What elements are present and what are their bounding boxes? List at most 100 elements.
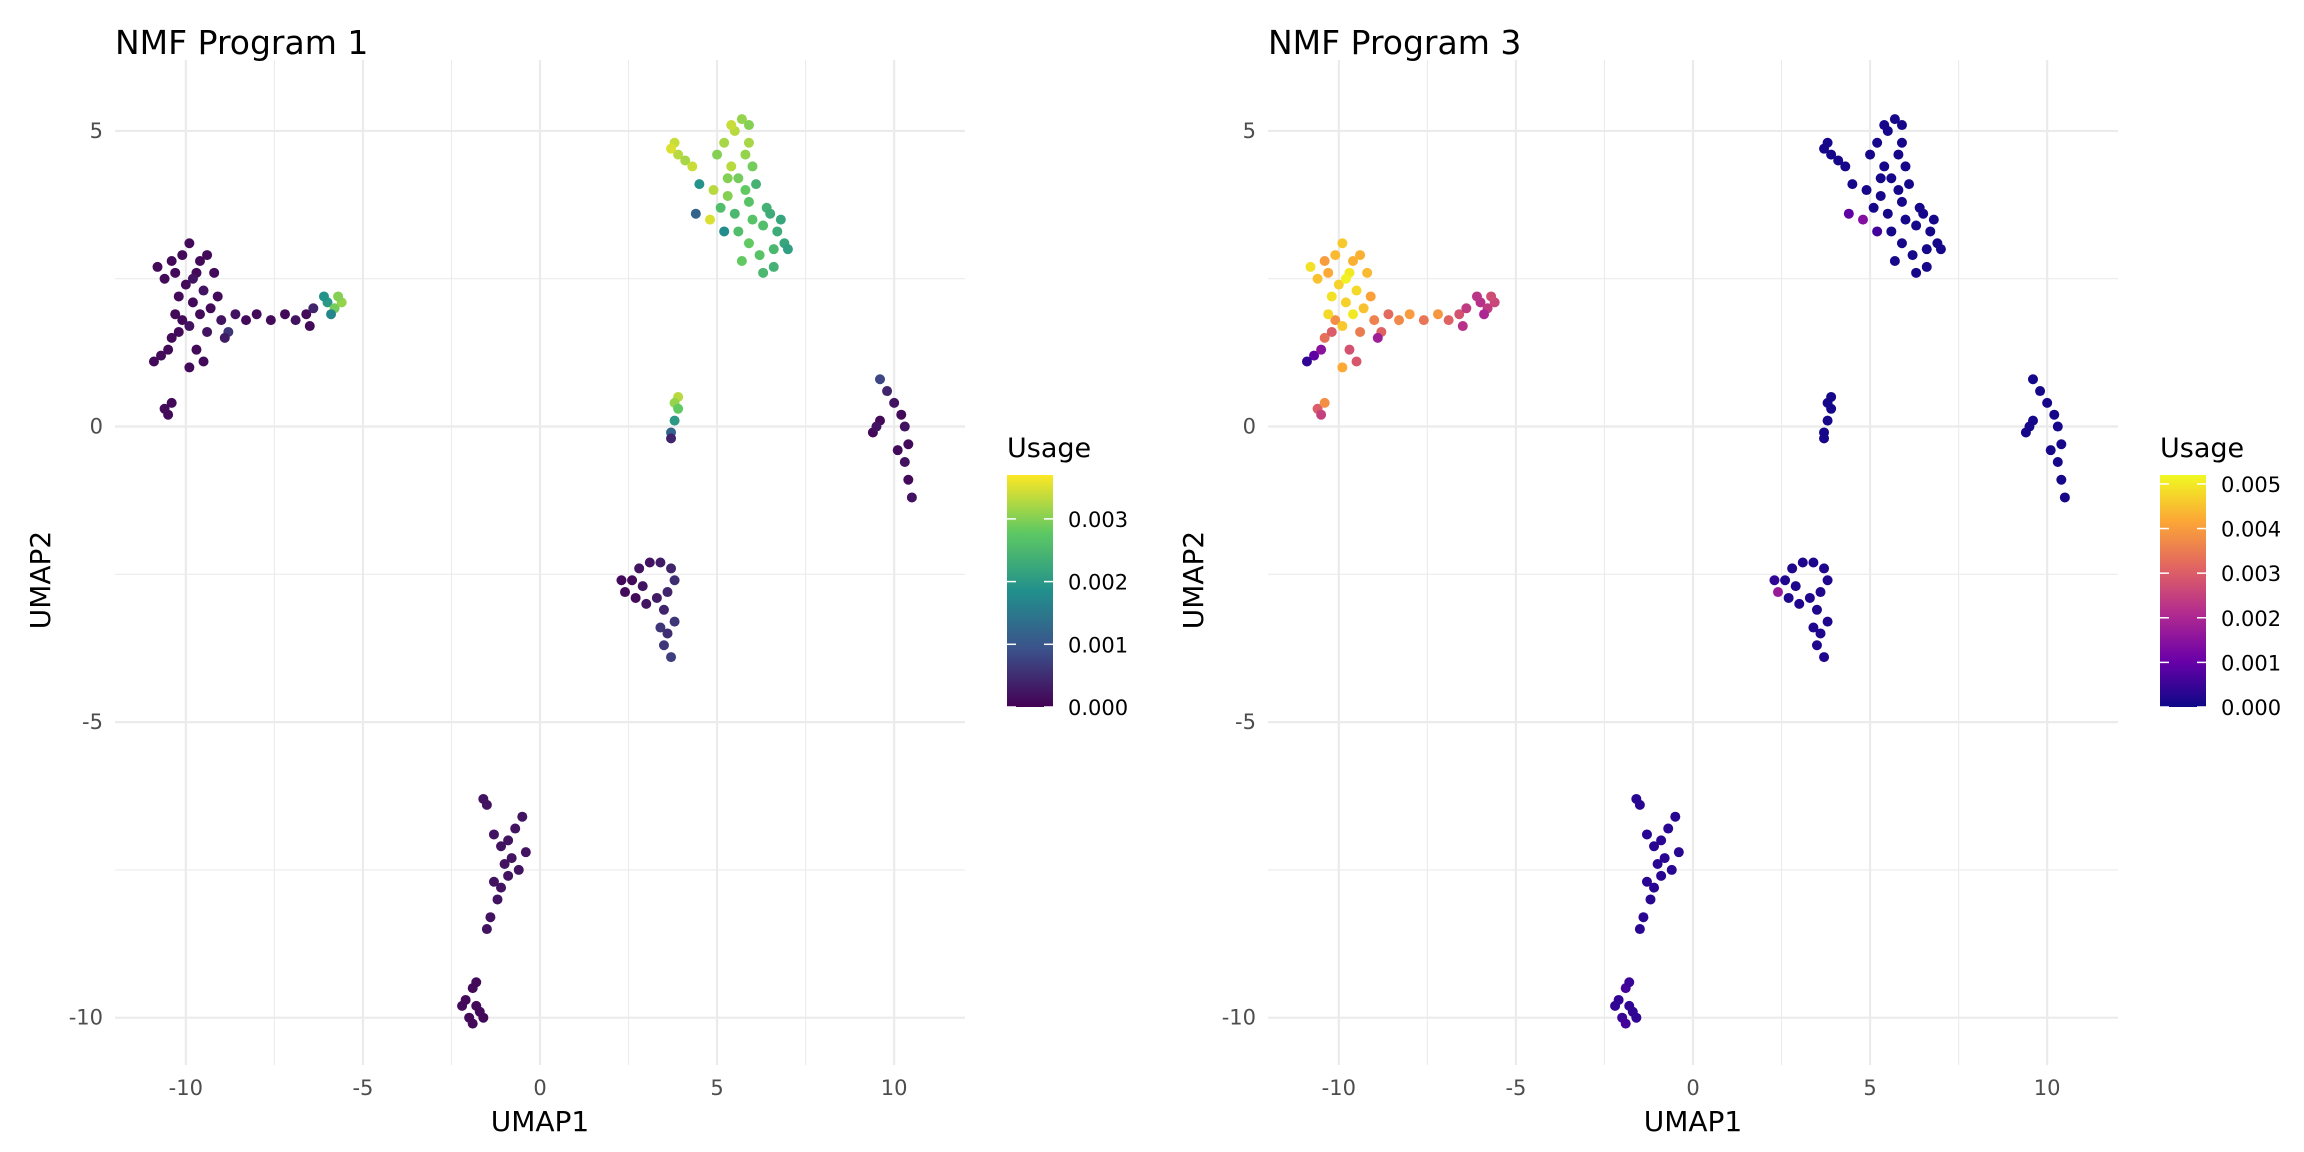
point: [488, 876, 499, 887]
point: [644, 557, 655, 568]
point: [722, 173, 733, 184]
point: [159, 273, 170, 284]
point: [747, 161, 758, 172]
point: [2059, 492, 2070, 503]
point: [782, 244, 793, 255]
cluster-lower: [457, 793, 531, 1029]
point: [1634, 799, 1645, 810]
point: [2049, 409, 2060, 420]
point: [896, 409, 907, 420]
x-tick-label: 10: [881, 1076, 908, 1100]
point: [198, 356, 209, 367]
point: [304, 321, 315, 332]
point: [669, 575, 680, 586]
point: [651, 592, 662, 603]
point: [1819, 563, 1830, 574]
point: [1656, 870, 1667, 881]
point: [1826, 149, 1837, 160]
point: [308, 303, 319, 314]
colorbar-legend: Usage 0.000 0.001 0.002 0.003: [1007, 433, 1128, 720]
point: [705, 214, 715, 225]
point: [1797, 557, 1808, 568]
cluster-loop: [616, 557, 680, 663]
point: [510, 823, 521, 834]
point: [177, 250, 188, 261]
cluster-mid-stalk: [666, 391, 684, 444]
point: [2045, 445, 2056, 456]
point: [1634, 924, 1645, 935]
point: [241, 315, 252, 326]
point: [740, 149, 751, 160]
point: [209, 267, 220, 278]
gridlines: [1268, 60, 2118, 1065]
cluster-top-right: [1819, 114, 1946, 278]
x-axis-label: UMAP1: [1644, 1105, 1743, 1138]
point: [1815, 587, 1826, 598]
point: [1301, 356, 1312, 367]
point: [1875, 190, 1886, 201]
point: [492, 894, 503, 905]
point: [722, 190, 733, 201]
point: [2056, 439, 2067, 450]
panel-title: NMF Program 1: [115, 23, 368, 62]
point: [1344, 344, 1355, 355]
cluster-right-strand: [867, 374, 917, 503]
point: [1362, 267, 1373, 278]
point: [1461, 303, 1472, 314]
x-tick-label: 0: [1686, 1076, 1699, 1100]
point: [1457, 321, 1468, 332]
point: [1369, 315, 1380, 326]
y-tick-label: 0: [90, 415, 103, 439]
point: [1645, 894, 1656, 905]
x-tick-label: -10: [169, 1076, 203, 1100]
point: [708, 185, 719, 196]
point: [1638, 912, 1649, 923]
point: [673, 149, 684, 160]
point: [170, 309, 181, 320]
point: [1479, 309, 1490, 320]
point: [471, 977, 482, 988]
colorbar-tick-label: 0.001: [2221, 651, 2281, 675]
point: [666, 563, 677, 574]
point: [1921, 261, 1932, 272]
point: [1819, 652, 1830, 663]
point: [148, 356, 159, 367]
point: [1330, 315, 1341, 326]
point: [634, 563, 645, 574]
panel-2: -10 -5 0 5 10 5 0 -5 -10 NMF Program 3 UMAP1 UMAP2 U…: [1177, 23, 2281, 1138]
point: [655, 557, 666, 568]
point: [1808, 557, 1819, 568]
point: [163, 409, 174, 420]
point: [1872, 226, 1883, 237]
point: [662, 587, 673, 598]
point: [747, 214, 758, 225]
point: [1896, 137, 1907, 148]
point: [1865, 149, 1876, 160]
point: [152, 261, 163, 272]
point: [1486, 291, 1497, 302]
point: [669, 616, 680, 627]
point: [488, 829, 499, 840]
point: [496, 882, 507, 893]
point: [1790, 581, 1801, 592]
point: [743, 137, 754, 148]
point: [1896, 238, 1907, 249]
point: [1811, 604, 1822, 615]
point: [875, 374, 885, 385]
point: [2028, 374, 2038, 385]
point: [1847, 179, 1858, 190]
point: [481, 799, 492, 810]
point: [712, 149, 723, 160]
point: [637, 581, 648, 592]
point: [1394, 315, 1405, 326]
point: [1372, 332, 1383, 343]
point: [1911, 220, 1922, 231]
point: [775, 214, 786, 225]
cluster-left-hub: [148, 238, 319, 420]
point: [166, 332, 177, 343]
point: [1631, 1012, 1642, 1023]
point: [1471, 291, 1482, 302]
point: [1773, 587, 1783, 598]
point: [251, 309, 262, 320]
